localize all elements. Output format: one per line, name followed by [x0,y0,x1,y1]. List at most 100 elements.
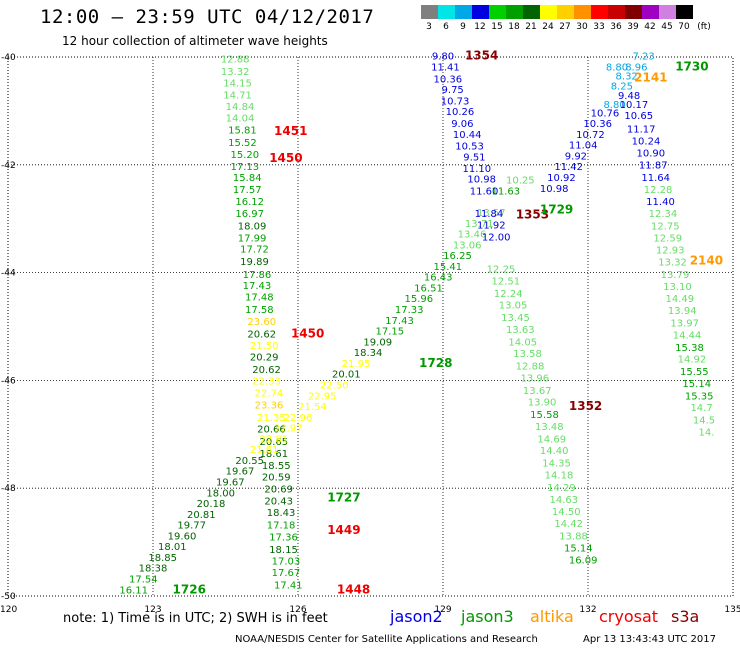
swh-value: 10.26 [446,107,475,118]
swh-value: 11.10 [463,164,492,175]
swh-value: 11.04 [569,141,598,152]
legend-swatch [438,5,455,19]
swh-value: 17.43 [243,281,272,292]
swh-value: 11.40 [646,197,675,208]
swh-value: 18.85 [148,553,177,564]
legend-label: 70 [678,22,690,32]
time-label: 1448 [337,582,370,596]
swh-value: 17.54 [129,575,158,586]
swh-value: 18.01 [158,542,187,553]
swh-value: 11.63 [492,186,521,197]
swh-value: 13.63 [506,325,535,336]
time-label: 1450 [291,326,324,340]
swh-value: 17.48 [245,293,274,304]
legend-swatch [523,5,540,19]
swh-value: 17.15 [376,327,405,338]
footer-note: note: 1) Time is in UTC; 2) SWH is in fe… [63,611,328,626]
swh-value: 21.50 [250,341,279,352]
swh-value: 14.63 [550,495,579,506]
swh-value: 20.62 [252,365,281,376]
swh-value: 8.32 [616,72,638,83]
swh-value: 17.57 [233,185,262,196]
legend-swatch [557,5,574,19]
swh-value: 14.15 [223,79,252,90]
swh-value: 14.50 [552,507,581,518]
legend-swatch [421,5,438,19]
swh-value: 9.92 [565,151,587,162]
swh-value: 13.06 [453,240,482,251]
swh-value: 20.69 [264,485,293,496]
swh-value: 16.25 [443,251,472,262]
satellite-label-jason2: jason2 [390,607,443,626]
swh-value: 12.24 [494,289,523,300]
swh-value: 14.92 [678,355,707,366]
swh-value: 15.41 [434,262,463,273]
swh-value: 14.84 [226,102,255,113]
swh-value: 20.18 [197,499,226,510]
swh-value: 19.89 [240,257,269,268]
swh-value: 14.44 [673,330,702,341]
time-label: 1727 [327,491,360,505]
swh-value: 12.88 [516,362,545,373]
swh-value: 11.41 [431,62,460,73]
swh-value: 19.77 [177,521,206,532]
swh-value: 23.60 [247,317,276,328]
swh-value: 13.58 [513,349,542,360]
swh-value: 8.80 [603,100,625,111]
swh-value: 11.60 [470,186,499,197]
swh-value: 15.96 [405,294,434,305]
swh-value: 8.25 [611,81,633,92]
swh-value: 18.43 [267,508,296,519]
swh-value: 20.43 [264,496,293,507]
swh-value: 20.62 [247,329,276,340]
swh-value: 13.79 [661,270,690,281]
swh-value: 16.09 [569,556,598,567]
swh-value: 12.75 [651,221,680,232]
swh-value: 22.74 [255,389,284,400]
swh-value: 13.71 [465,219,494,230]
swh-value: 17.13 [231,162,260,173]
swh-value: 8.96 [625,62,647,73]
swh-value: 14.05 [508,337,537,348]
axis-layer: 120 123 126 129 132 135 -40 -42 -44 -46 -48 -50 [0,53,740,615]
swh-value: 15.81 [228,126,257,137]
swh-value: 23.36 [255,400,284,411]
swh-value: 9.48 [618,91,640,102]
legend-swatch [455,5,472,19]
y-tick-label: -44 [1,269,16,279]
swh-value: 16.43 [424,273,453,284]
swh-value: 13.10 [663,282,692,293]
swh-value: 11.92 [477,220,506,231]
swh-value: 10.36 [434,74,463,85]
swh-value: 8.80 [606,62,628,73]
swh-value: 12.93 [656,246,685,257]
swh-value: 10.65 [624,111,653,122]
swh-value: 18.55 [262,461,291,472]
swh-value: 7.23 [632,52,654,63]
legend-swatch [591,5,608,19]
swh-value: 22.50 [320,380,349,391]
swh-value: 9.51 [463,152,485,163]
swh-value: 21.35 [257,413,286,424]
time-label: 2141 [634,70,667,84]
grid-layer [7,56,734,597]
y-tick-label: -48 [1,484,16,494]
swh-value: 20.59 [262,473,291,484]
swh-value: 10.92 [547,173,576,184]
swh-value: 15.20 [231,150,260,161]
swh-value: 18.15 [269,545,298,556]
swh-value: 14.42 [554,519,583,530]
swh-value: 15.35 [685,391,714,402]
legend-swatch [472,5,489,19]
swh-value: 17.18 [267,521,296,532]
swh-value: 12.25 [487,265,516,276]
legend-label: 3 [426,22,432,32]
time-label: 1730 [675,59,708,73]
legend-swatch [676,5,693,19]
y-tick-label: -42 [1,161,16,171]
credit-text: NOAA/NESDIS Center for Satellite Applica… [235,634,538,645]
swh-value: 10.36 [583,119,612,130]
swh-value: 14.69 [537,434,566,445]
swh-value: 14. [698,427,714,438]
